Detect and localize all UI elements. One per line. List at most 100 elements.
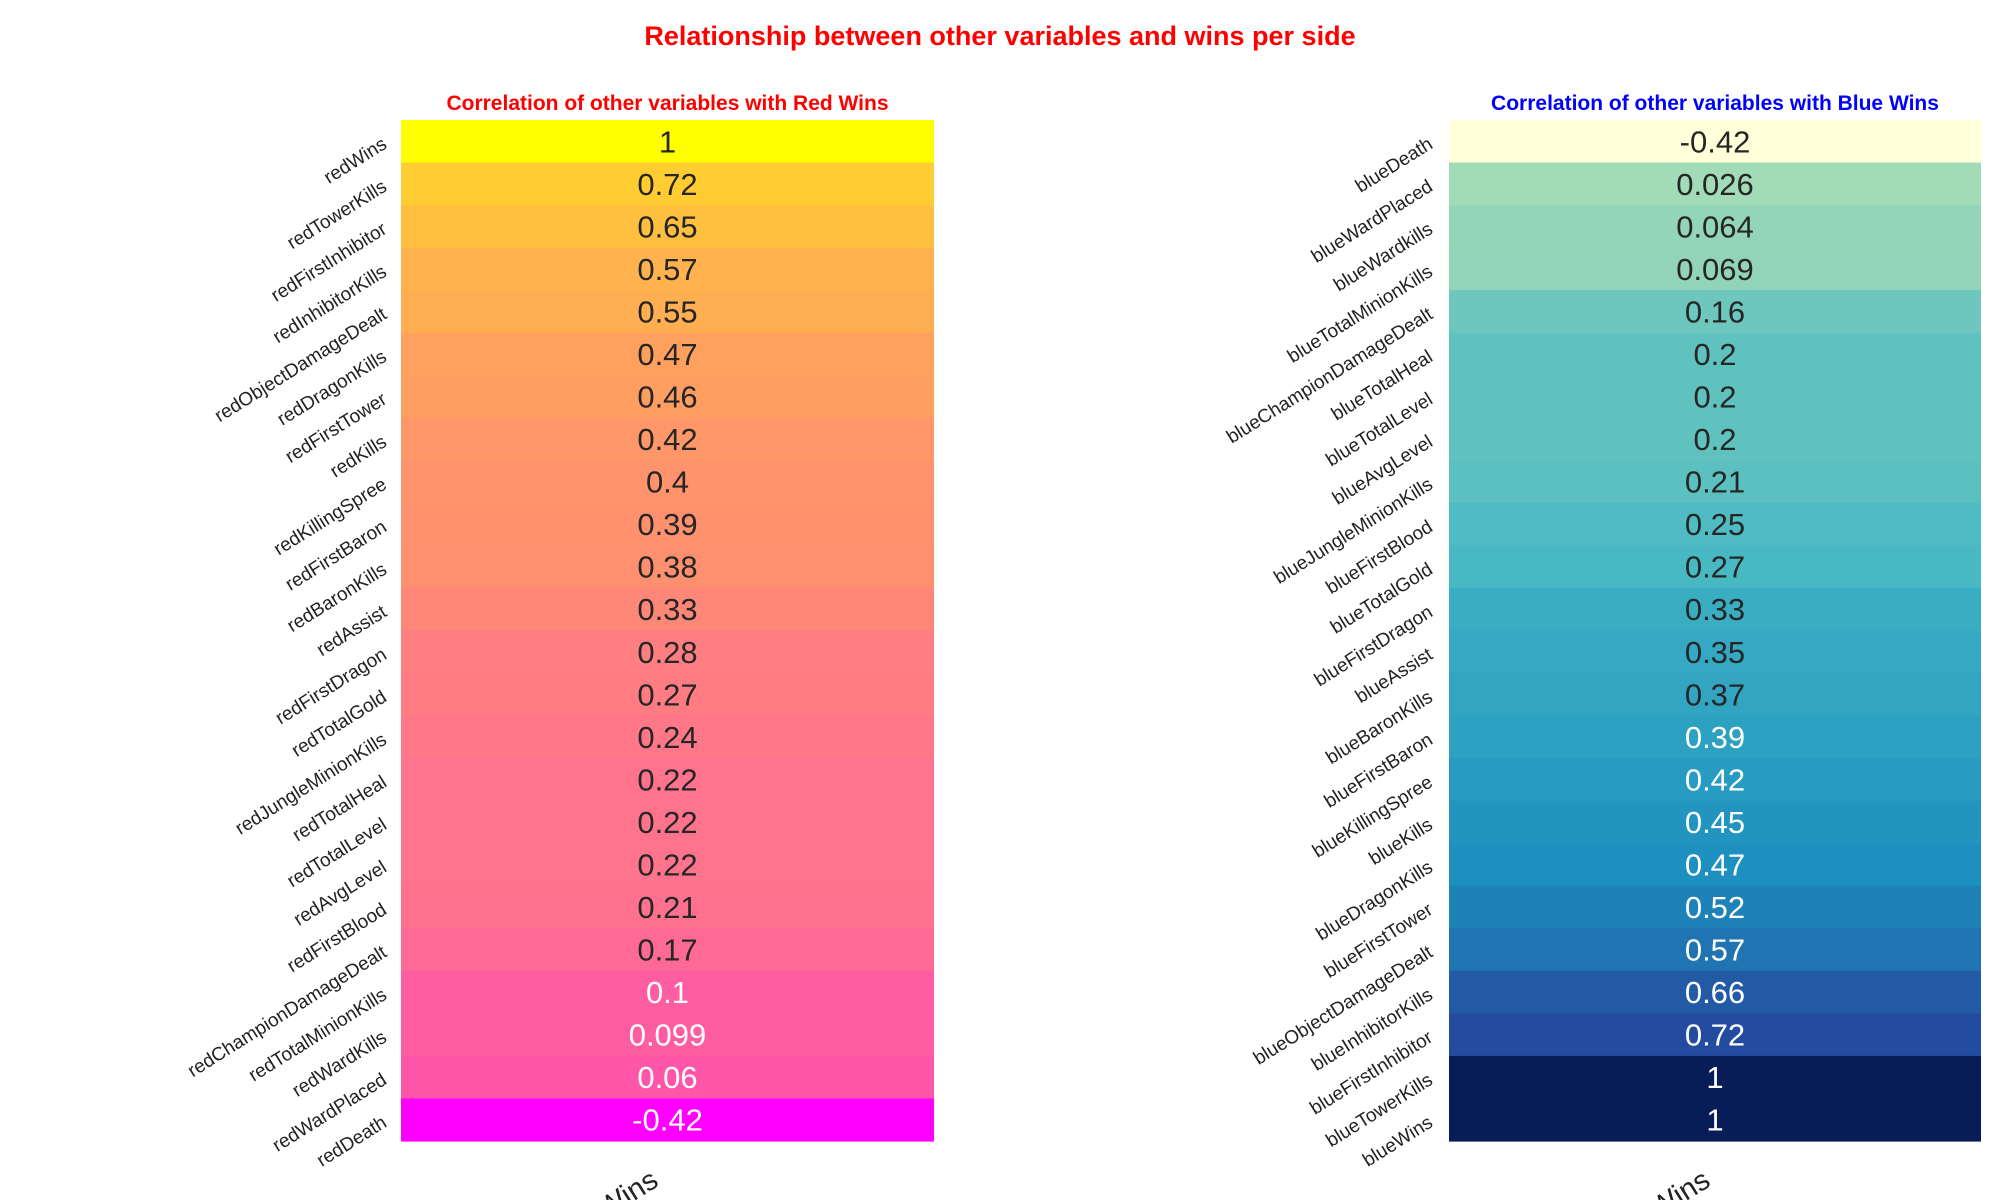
cell-value: 0.2 [1693, 422, 1736, 457]
cell-value: 1 [1706, 1103, 1723, 1138]
cell-value: 0.55 [637, 294, 697, 329]
heatmap-cell [401, 1098, 934, 1142]
cell-value: 0.026 [1676, 167, 1754, 202]
heatmap-cell [401, 502, 934, 547]
heatmap-cell [401, 162, 934, 206]
cell-value: 0.47 [637, 337, 697, 372]
cell-value: 0.45 [1685, 805, 1745, 840]
heatmap-panel-blue: Correlation of other variables with Blue… [1223, 92, 1981, 1200]
heatmap-cell [1449, 247, 1981, 291]
cell-value: 0.064 [1676, 209, 1754, 244]
heatmap-cell [1449, 800, 1981, 844]
cell-value: -0.42 [632, 1103, 703, 1138]
heatmap-cell [401, 587, 934, 632]
heatmap-cell [401, 545, 934, 589]
heatmap-panel-red: Correlation of other variables with Red … [184, 92, 934, 1200]
cell-value: 0.2 [1693, 380, 1736, 415]
heatmap-cell [1449, 120, 1981, 164]
cell-value: 0.24 [637, 720, 697, 755]
cell-value: 0.57 [1685, 933, 1745, 968]
heatmap-cell [1449, 970, 1981, 1014]
heatmap-cell [401, 247, 934, 291]
cell-value: 0.27 [637, 677, 697, 712]
cell-value: 0.72 [637, 167, 697, 202]
heatmap-cell [1449, 417, 1981, 461]
heatmap-cell [401, 205, 934, 249]
cell-value: 0.22 [637, 762, 697, 797]
cell-value: 0.06 [637, 1060, 697, 1095]
heatmap-cell [1449, 758, 1981, 802]
heatmap-cell [401, 460, 934, 504]
cell-value: 0.39 [637, 507, 697, 542]
cell-value: 0.099 [629, 1018, 707, 1053]
figure-title: Relationship between other variables and… [644, 21, 1355, 51]
heatmap-cell [1449, 460, 1981, 504]
cell-value: 1 [1706, 1060, 1723, 1095]
cell-value: 0.1 [646, 975, 689, 1010]
cell-value: 0.35 [1685, 635, 1745, 670]
heatmap-cell [401, 120, 934, 164]
cell-value: 0.22 [637, 847, 697, 882]
heatmap-cell [1449, 630, 1981, 674]
heatmap-cell [1449, 928, 1981, 972]
panel-title: Correlation of other variables with Red … [446, 92, 888, 115]
heatmap-cell [401, 758, 934, 802]
cell-value: 0.22 [637, 805, 697, 840]
heatmap-cell [401, 970, 934, 1014]
heatmap-cell [1449, 332, 1981, 376]
heatmap-cell [1449, 1055, 1981, 1100]
heatmap-cell [401, 843, 934, 887]
heatmap-cell [401, 800, 934, 844]
heatmap-cell [1449, 290, 1981, 334]
cell-value: 0.47 [1685, 847, 1745, 882]
cell-value: 0.27 [1685, 550, 1745, 585]
cell-value: 0.33 [637, 592, 697, 627]
heatmap-cell [401, 928, 934, 972]
cell-value: 0.37 [1685, 677, 1745, 712]
heatmap-cell [401, 417, 934, 461]
heatmap-cell [1449, 205, 1981, 249]
heatmap-cell [1449, 1013, 1981, 1057]
cell-value: 0.46 [637, 380, 697, 415]
heatmap-cell [1449, 545, 1981, 589]
cell-value: 0.33 [1685, 592, 1745, 627]
cell-value: 0.21 [637, 890, 697, 925]
heatmap-cell [401, 630, 934, 674]
cell-value: 0.25 [1685, 507, 1745, 542]
heatmap-cell [401, 375, 934, 419]
heatmap-cell [401, 1013, 934, 1057]
cell-value: -0.42 [1680, 124, 1751, 159]
heatmap-cell [1449, 715, 1981, 759]
heatmap-cell [401, 673, 934, 717]
cell-value: 0.39 [1685, 720, 1745, 755]
x-tick-label: redWins [557, 1164, 664, 1200]
cell-value: 0.069 [1676, 252, 1754, 287]
cell-value: 0.42 [1685, 762, 1745, 797]
cell-value: 0.72 [1685, 1018, 1745, 1053]
heatmap-cell [1449, 885, 1981, 929]
heatmap-cell [401, 1055, 934, 1100]
heatmap-cell [1449, 162, 1981, 206]
cell-value: 0.57 [637, 252, 697, 287]
panel-title: Correlation of other variables with Blue… [1491, 92, 1939, 115]
cell-value: 0.38 [637, 550, 697, 585]
heatmap-cell [401, 290, 934, 334]
cell-value: 0.52 [1685, 890, 1745, 925]
cell-value: 0.17 [637, 933, 697, 968]
x-tick-label: blueWins [1598, 1164, 1716, 1200]
heatmap-cell [401, 715, 934, 759]
heatmap-cell [1449, 843, 1981, 887]
cell-value: 0.28 [637, 635, 697, 670]
cell-value: 0.21 [1685, 465, 1745, 500]
cell-value: 1 [659, 124, 676, 159]
cell-value: 0.2 [1693, 337, 1736, 372]
cell-value: 0.4 [646, 465, 689, 500]
cell-value: 0.16 [1685, 294, 1745, 329]
heatmap-cell [1449, 673, 1981, 717]
heatmap-panels: Correlation of other variables with Red … [184, 92, 1981, 1200]
heatmap-cell [1449, 375, 1981, 419]
heatmap-cell [401, 885, 934, 929]
heatmap-cell [401, 332, 934, 376]
cell-value: 0.42 [637, 422, 697, 457]
